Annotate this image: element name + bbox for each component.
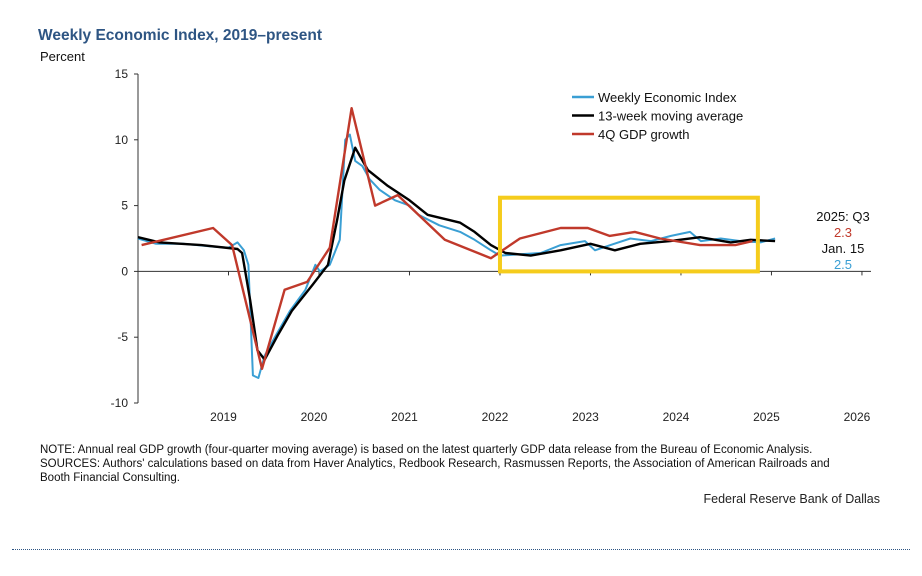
y-tick-label: 0 [121,264,128,278]
notes: NOTE: Annual real GDP growth (four-quart… [40,443,860,485]
legend-label: 4Q GDP growth [598,127,690,142]
x-tick-label: 2024 [663,410,690,424]
x-tick-label: 2019 [210,410,237,424]
gdp-value-label: 2.3 [833,225,853,240]
x-tick-label: 2023 [572,410,599,424]
highlight-box [497,195,760,274]
y-tick-label: -10 [111,396,129,410]
series-line-1 [137,146,776,361]
y-tick-label: 5 [121,199,128,213]
x-tick-label: 2020 [301,410,328,424]
divider [12,549,910,550]
chart-title: Weekly Economic Index, 2019–present [38,27,323,44]
gdp-period-label: 2025: Q3 [816,209,870,224]
wei-value-label: 2.5 [833,257,853,272]
x-tick-label: 2021 [391,410,418,424]
legend-label: Weekly Economic Index [598,90,737,105]
legend-label: 13-week moving average [598,109,743,124]
series-line-0 [137,133,776,379]
y-tick-label: 10 [115,133,129,147]
x-tick-label: 2022 [482,410,509,424]
wei-date-label: Jan. 15 [821,241,865,256]
y-tick-label: 15 [115,67,129,81]
series-line-2 [141,106,753,370]
plot-area: -10 -5 0 5 10 15 2019 2020 2021 2022 2023 2024 2025 2… [111,67,871,424]
y-axis-label: Percent [40,49,85,64]
source-credit: Federal Reserve Bank of Dallas [703,492,880,506]
x-tick-label: 2026 [844,410,871,424]
sources-text: SOURCES: Authors' calculations based on … [40,458,830,484]
x-tick-label: 2025 [753,410,780,424]
note-text: NOTE: Annual real GDP growth (four-quart… [40,444,813,456]
y-tick-label: -5 [117,330,128,344]
